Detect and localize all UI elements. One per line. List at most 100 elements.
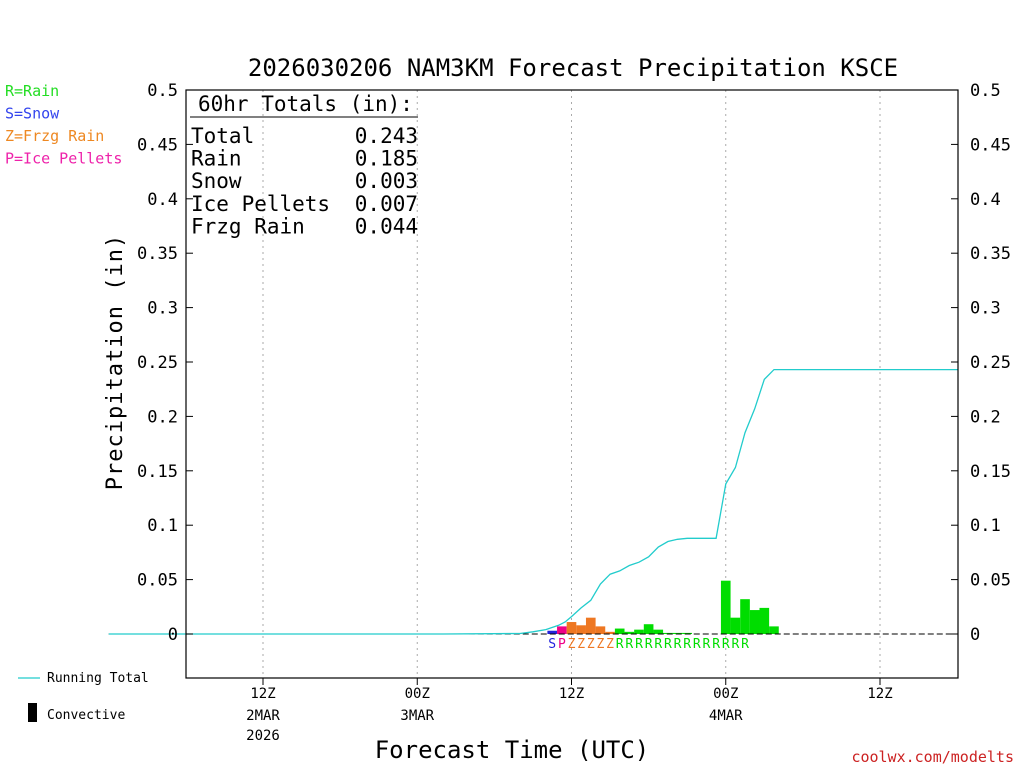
precip-bar bbox=[605, 631, 615, 634]
chart-title: 2026030206 NAM3KM Forecast Precipitation… bbox=[248, 54, 898, 82]
y-tick-label-left: 0.2 bbox=[147, 407, 178, 427]
x-tick-date: 2MAR bbox=[246, 708, 280, 724]
precip-bar bbox=[740, 599, 750, 634]
y-tick-label-right: 0.1 bbox=[970, 516, 1001, 536]
grid-layer bbox=[262, 90, 881, 678]
precip-bar bbox=[759, 607, 770, 634]
y-tick-label-left: 0.35 bbox=[137, 244, 178, 264]
precip-bar bbox=[557, 626, 567, 634]
y-axis-left: 0 0.05 0.1 0.15 0.2 0.25 0.3 0.35 0.4 0.45 0.5 bbox=[137, 81, 193, 645]
running-total-legend-label: Running Total bbox=[47, 671, 149, 686]
totals-value: 0.243 bbox=[355, 124, 418, 148]
ptype-mark: R bbox=[703, 637, 711, 652]
ptype-legend-item: R=Rain bbox=[5, 82, 59, 100]
totals-value: 0.185 bbox=[355, 147, 418, 171]
running-total-line bbox=[108, 368, 958, 635]
ptype-mark: R bbox=[625, 637, 633, 652]
ptype-mark: R bbox=[683, 637, 691, 652]
precip-bar bbox=[634, 629, 644, 634]
y-tick-label-right: 0.05 bbox=[970, 571, 1011, 591]
y-tick-label-left: 0.3 bbox=[147, 299, 178, 319]
precip-bar bbox=[749, 610, 760, 634]
precip-bar bbox=[547, 630, 558, 634]
ptype-mark: R bbox=[741, 637, 749, 652]
ptype-mark: R bbox=[654, 637, 662, 652]
totals-label: Frzg Rain bbox=[191, 214, 305, 238]
y-tick-label-left: 0.1 bbox=[147, 516, 178, 536]
ptype-mark: R bbox=[664, 637, 672, 652]
y-tick-label-left: 0.5 bbox=[147, 81, 178, 101]
x-tick-label: 00Z bbox=[713, 686, 738, 702]
ptype-mark: Z bbox=[568, 637, 576, 652]
y-axis-label: Precipitation (in) bbox=[103, 234, 128, 490]
precip-bar bbox=[720, 580, 731, 634]
precip-bar bbox=[682, 632, 693, 634]
ptype-mark: R bbox=[722, 637, 730, 652]
totals-value: 0.003 bbox=[355, 169, 418, 193]
y-tick-label-right: 0.5 bbox=[970, 81, 1001, 101]
y-tick-label-left: 0 bbox=[168, 625, 178, 645]
precip-bar bbox=[624, 631, 635, 634]
totals-label: Rain bbox=[191, 147, 242, 171]
x-tick-label: 12Z bbox=[250, 686, 275, 702]
x-tick-label: 00Z bbox=[405, 686, 430, 702]
y-tick-label-left: 0.4 bbox=[147, 190, 178, 210]
ptype-mark: P bbox=[558, 637, 566, 652]
precip-bar bbox=[595, 626, 606, 634]
precip-bar bbox=[576, 625, 586, 634]
y-tick-label-left: 0.45 bbox=[137, 135, 178, 155]
precip-bar bbox=[663, 632, 673, 634]
precip-bar bbox=[643, 624, 654, 634]
y-tick-label-right: 0.4 bbox=[970, 190, 1001, 210]
precip-bar bbox=[614, 628, 625, 634]
ptype-mark: R bbox=[635, 637, 643, 652]
totals-label: Snow bbox=[191, 169, 242, 193]
totals-header: 60hr Totals (in): bbox=[198, 92, 413, 116]
precip-bar bbox=[672, 632, 683, 634]
ptype-mark: R bbox=[616, 637, 624, 652]
totals-rows: Total 0.243 Rain 0.185 Snow 0.003 Ice Pellets 0… bbox=[191, 124, 418, 238]
x-tick-date: 4MAR bbox=[709, 708, 743, 724]
convective-legend-swatch bbox=[28, 703, 37, 722]
y-tick-label-right: 0.45 bbox=[970, 135, 1011, 155]
x-tick-date: 3MAR bbox=[400, 708, 434, 724]
ptype-mark: R bbox=[693, 637, 701, 652]
ptype-mark: R bbox=[674, 637, 682, 652]
ptype-mark: Z bbox=[587, 637, 595, 652]
precip-bar bbox=[769, 626, 779, 634]
precip-bar bbox=[653, 629, 664, 634]
totals-box: 60hr Totals (in): Total 0.243 Rain 0.185 Sno… bbox=[190, 92, 418, 238]
ptype-mark: Z bbox=[597, 637, 605, 652]
totals-value: 0.044 bbox=[355, 214, 418, 238]
y-tick-label-right: 0.15 bbox=[970, 462, 1011, 482]
precip-bar bbox=[730, 617, 741, 634]
ptype-legend-item: P=Ice Pellets bbox=[5, 150, 122, 168]
ptype-mark: R bbox=[712, 637, 720, 652]
y-tick-label-left: 0.25 bbox=[137, 353, 178, 373]
y-tick-label-right: 0 bbox=[970, 625, 980, 645]
watermark: coolwx.com/modelts bbox=[851, 748, 1014, 766]
y-tick-label-right: 0.35 bbox=[970, 244, 1011, 264]
ptype-mark: Z bbox=[606, 637, 614, 652]
ptype-legend: R=Rain S=Snow Z=Frzg Rain P=Ice Pellets bbox=[5, 82, 122, 168]
x-axis: 12Z 2MAR 2026 00Z 3MAR 12Z 00Z 4MAR 12Z bbox=[246, 678, 893, 744]
convective-legend-label: Convective bbox=[47, 708, 125, 723]
ptype-mark: Z bbox=[577, 637, 585, 652]
x-axis-label: Forecast Time (UTC) bbox=[375, 736, 650, 764]
y-tick-label-right: 0.3 bbox=[970, 299, 1001, 319]
y-tick-label-right: 0.2 bbox=[970, 407, 1001, 427]
x-tick-year: 2026 bbox=[246, 728, 280, 744]
y-axis-right: 0 0.05 0.1 0.15 0.2 0.25 0.3 0.35 0.4 0.45 0.5 bbox=[951, 81, 1011, 645]
totals-label: Total bbox=[191, 124, 254, 148]
precip-bar bbox=[585, 617, 596, 634]
ptype-legend-item: Z=Frzg Rain bbox=[5, 127, 104, 145]
y-tick-label-left: 0.05 bbox=[137, 571, 178, 591]
y-tick-label-left: 0.15 bbox=[137, 462, 178, 482]
ptype-mark: S bbox=[548, 637, 556, 652]
ptype-legend-item: S=Snow bbox=[5, 105, 60, 123]
ptype-mark: R bbox=[645, 637, 653, 652]
ptype-mark: R bbox=[731, 637, 739, 652]
x-tick-label: 12Z bbox=[559, 686, 584, 702]
